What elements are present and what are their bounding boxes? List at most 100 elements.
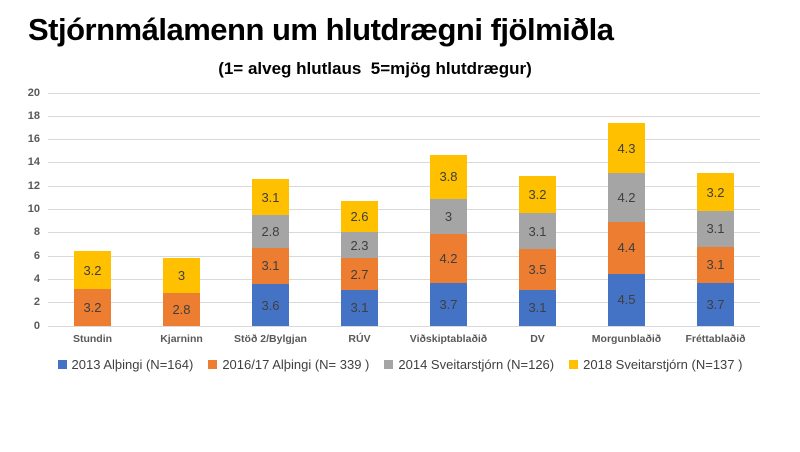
legend-label: 2018 Sveitarstjórn (N=137 ) (583, 357, 743, 372)
gridline (48, 325, 760, 327)
bar-segment-value: 3.2 (83, 262, 102, 278)
bar-segment-value: 2.6 (350, 208, 369, 224)
legend-item: 2016/17 Alþingi (N= 339 ) (208, 357, 369, 372)
x-axis-category-label: Kjarninn (160, 333, 203, 345)
legend-swatch (384, 360, 394, 369)
bar-segment-value: 3 (177, 268, 186, 284)
bar-segment-value: 3 (444, 208, 453, 224)
bar-segment: 2.6 (341, 201, 378, 232)
bar-segment-value: 3.1 (528, 300, 547, 316)
bar-segment: 3.2 (74, 288, 111, 326)
gridline (48, 92, 760, 94)
gridline (48, 185, 760, 187)
gridline (48, 209, 760, 210)
bar-segment: 3 (163, 258, 200, 294)
bar-segment-value: 3.1 (350, 300, 369, 316)
legend-swatch (208, 360, 218, 369)
y-axis-tick-label: 12 (27, 179, 40, 192)
y-axis-tick-label: 14 (27, 156, 40, 169)
y-axis-tick-label: 16 (27, 133, 40, 146)
bar-segment-value: 2.8 (261, 224, 280, 240)
bar-segment: 3 (430, 199, 467, 234)
bar-segment-value: 3.1 (261, 258, 280, 274)
legend-item: 2018 Sveitarstjórn (N=137 ) (569, 357, 742, 372)
bar-segment: 3.8 (430, 154, 467, 199)
bar-segment-value: 3.1 (706, 257, 725, 273)
bar-segment-value: 3.1 (706, 221, 725, 237)
bar-segment-value: 3.8 (439, 169, 458, 185)
bar-segment: 3.2 (519, 175, 556, 213)
x-axis-category-label: Stöð 2/Bylgjan (234, 333, 307, 345)
bar-segment: 3.1 (697, 246, 734, 283)
bar-segment: 3.2 (697, 173, 734, 211)
bar-segment: 4.4 (608, 222, 645, 274)
bar-segment-value: 3.5 (528, 261, 547, 277)
bar-segment: 2.8 (252, 215, 289, 248)
x-axis-category-label: Morgunblaðið (591, 333, 662, 345)
gridline (48, 278, 760, 280)
gridline (48, 162, 760, 164)
bar-segment: 3.1 (519, 289, 556, 326)
bar-segment: 3.1 (252, 179, 289, 216)
bar-segment-value: 4.4 (617, 240, 636, 256)
chart-subtitle: (1= alveg hlutlaus 5=mjög hlutdrægur) (218, 59, 532, 78)
bar-segment: 3.2 (74, 251, 111, 289)
legend-swatch (569, 360, 579, 369)
y-axis-tick-label: 2 (33, 296, 40, 309)
x-axis-category-label: RÚV (348, 333, 371, 345)
x-axis-category-label: Fréttablaðið (685, 333, 746, 345)
legend-label: 2016/17 Alþingi (N= 339 ) (222, 357, 370, 372)
bar-segment-value: 4.5 (617, 292, 636, 308)
y-axis-tick-label: 20 (27, 86, 40, 99)
bar-segment-value: 3.2 (83, 299, 102, 315)
bar-segment: 4.5 (608, 273, 645, 326)
bar-segment-value: 3.2 (528, 186, 547, 202)
bar-segment: 3.1 (341, 289, 378, 326)
bar-segment-value: 3.7 (439, 296, 458, 312)
y-axis-tick-label: 6 (33, 249, 40, 262)
bar-segment: 2.7 (341, 258, 378, 290)
bar-segment-value: 2.8 (172, 302, 191, 318)
y-axis-tick-label: 4 (33, 272, 40, 285)
y-axis-tick-label: 18 (27, 109, 40, 122)
legend-item: 2013 Alþingi (N=164) (57, 357, 194, 372)
bar-segment: 3.7 (697, 282, 734, 326)
x-axis-category-label: Viðskiptablaðið (409, 333, 488, 345)
bar-segment: 3.7 (430, 282, 467, 326)
bar-segment-value: 3.2 (706, 184, 725, 200)
gridline (48, 232, 760, 234)
y-axis-tick-label: 0 (33, 319, 40, 332)
legend-label: 2014 Sveitarstjórn (N=126) (398, 357, 555, 372)
bar-segment-value: 2.7 (350, 266, 369, 282)
x-axis-category-label: Stundin (72, 333, 113, 345)
bar-segment: 3.5 (519, 249, 556, 290)
bar-segment-value: 3.7 (706, 296, 725, 312)
bar-segment: 2.8 (163, 293, 200, 326)
bar-segment: 4.3 (608, 123, 645, 174)
bar-segment: 3.1 (697, 210, 734, 247)
legend-label: 2013 Alþingi (N=164) (71, 357, 194, 372)
x-axis-category-label: DV (530, 333, 545, 345)
bar-segment-value: 3.1 (261, 189, 280, 205)
gridline (48, 115, 760, 117)
bar-segment: 3.1 (252, 247, 289, 285)
chart-legend: 2013 Alþingi (N=164) 2016/17 Alþingi (N= … (0, 357, 800, 372)
bar-segment-value: 2.3 (350, 237, 369, 253)
bar-segment: 4.2 (608, 173, 645, 223)
legend-swatch (57, 360, 67, 369)
bar-segment: 3.6 (252, 284, 289, 326)
bar-segment-value: 3.6 (261, 297, 280, 313)
bar-segment-value: 4.3 (617, 140, 636, 156)
gridline (48, 139, 760, 141)
chart-title: Stjórnmálamenn um hlutdrægni fjölmiðla (28, 12, 614, 47)
y-axis-tick-label: 10 (27, 203, 40, 215)
y-axis-tick-label: 8 (33, 226, 40, 239)
bar-segment-value: 4.2 (617, 190, 636, 206)
bar-segment-value: 4.2 (439, 250, 458, 266)
bar-segment: 2.3 (341, 231, 378, 259)
gridline (48, 302, 760, 304)
bar-segment-value: 3.1 (528, 223, 547, 239)
bar-segment: 3.1 (519, 212, 556, 250)
